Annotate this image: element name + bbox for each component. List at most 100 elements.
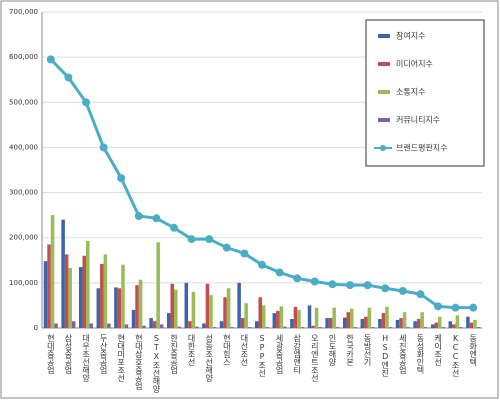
bar [219,321,224,328]
bar [78,267,83,328]
bar [64,254,69,328]
bar [283,326,287,328]
line-marker [381,284,390,293]
line-marker [222,243,231,252]
bar [328,318,333,328]
bar [124,324,129,328]
bar [258,297,262,328]
bar [135,285,139,328]
bar [406,327,410,328]
line-marker [363,281,372,290]
bar [469,322,474,328]
bar [195,326,199,328]
bar [149,318,153,328]
bar [342,317,347,328]
x-tick-label: 대우조선해양 [81,334,90,382]
bar [138,279,143,328]
bar [434,322,438,328]
x-tick-label: 대선조선 [240,334,249,366]
y-tick-label: 500,000 [9,98,38,106]
bar [423,327,428,328]
x-tick-label: 동방선기 [363,334,372,367]
y-tick-label: 600,000 [9,53,38,61]
x-tick-label: 대한조선 [187,334,196,366]
x-tick-label: HSD엔진 [381,334,390,377]
bar [114,287,118,328]
bar [117,288,122,328]
legend-label: 소통지수 [396,88,425,97]
bar [100,263,104,328]
bar [226,288,231,328]
bar [300,327,305,328]
bar [174,289,178,328]
legend-swatch [378,62,390,66]
line-marker [205,235,214,244]
bar [448,321,453,328]
x-tick-label: SPP조선 [258,334,267,377]
x-tick-label: 인도해양 [328,333,337,366]
x-tick-label: 두산중공업 [99,334,108,374]
bar [103,254,108,328]
bar [314,307,319,328]
bar [107,323,111,328]
bar [367,307,372,328]
bar [237,282,241,328]
x-tick-label: 현대힘스 [222,334,231,366]
bar [177,326,182,328]
bar [459,327,463,328]
y-tick-label: 700,000 [9,8,38,16]
x-tick-label: 동화엔텍 [468,334,477,367]
bar [50,215,55,328]
line-marker [416,290,425,299]
bar [166,313,171,328]
bar [131,309,136,328]
bar [184,282,189,328]
bar [438,316,442,328]
bar [430,324,435,328]
bar [68,267,72,328]
x-tick-label: KCC조선 [451,334,460,377]
line-marker [328,280,337,289]
bar [378,318,382,328]
bar [142,325,146,328]
x-tick-label: 동성화인텍 [416,334,425,375]
line-marker [275,268,284,277]
bar [402,312,407,328]
bar [244,303,248,328]
line-marker [170,223,178,232]
x-tick-label: 현대미포조선 [117,334,126,382]
bar [413,321,417,328]
legend-swatch [378,90,390,94]
bar [188,321,192,328]
bar [205,283,210,328]
bar [254,321,259,328]
bar [381,313,386,328]
bar [247,327,252,328]
line-marker [451,303,460,312]
bar [466,316,470,328]
legend-swatch [378,34,390,38]
line-marker [398,286,407,295]
bar [476,327,481,328]
bar [360,318,365,328]
legend-label: 커뮤니티지수 [396,115,440,125]
x-tick-label: 오리엔트조선 [310,334,319,382]
line-marker [240,249,249,258]
bar [420,312,424,328]
line-marker [152,214,161,223]
bar [353,327,358,328]
y-tick-label: 200,000 [9,234,38,242]
x-tick-label: 삼성중공업 [64,333,73,374]
bar [293,306,298,328]
bar [202,323,206,328]
bar [96,288,101,328]
bar [385,306,389,328]
x-tick-label: STX조선해양 [152,334,161,393]
bar [209,295,213,328]
legend-label: 미디어지수 [396,59,433,69]
bar [452,324,456,328]
bar [332,307,336,328]
bar [86,240,90,328]
bar [441,327,446,328]
legend-label: 브랜드평판지수 [396,143,448,153]
